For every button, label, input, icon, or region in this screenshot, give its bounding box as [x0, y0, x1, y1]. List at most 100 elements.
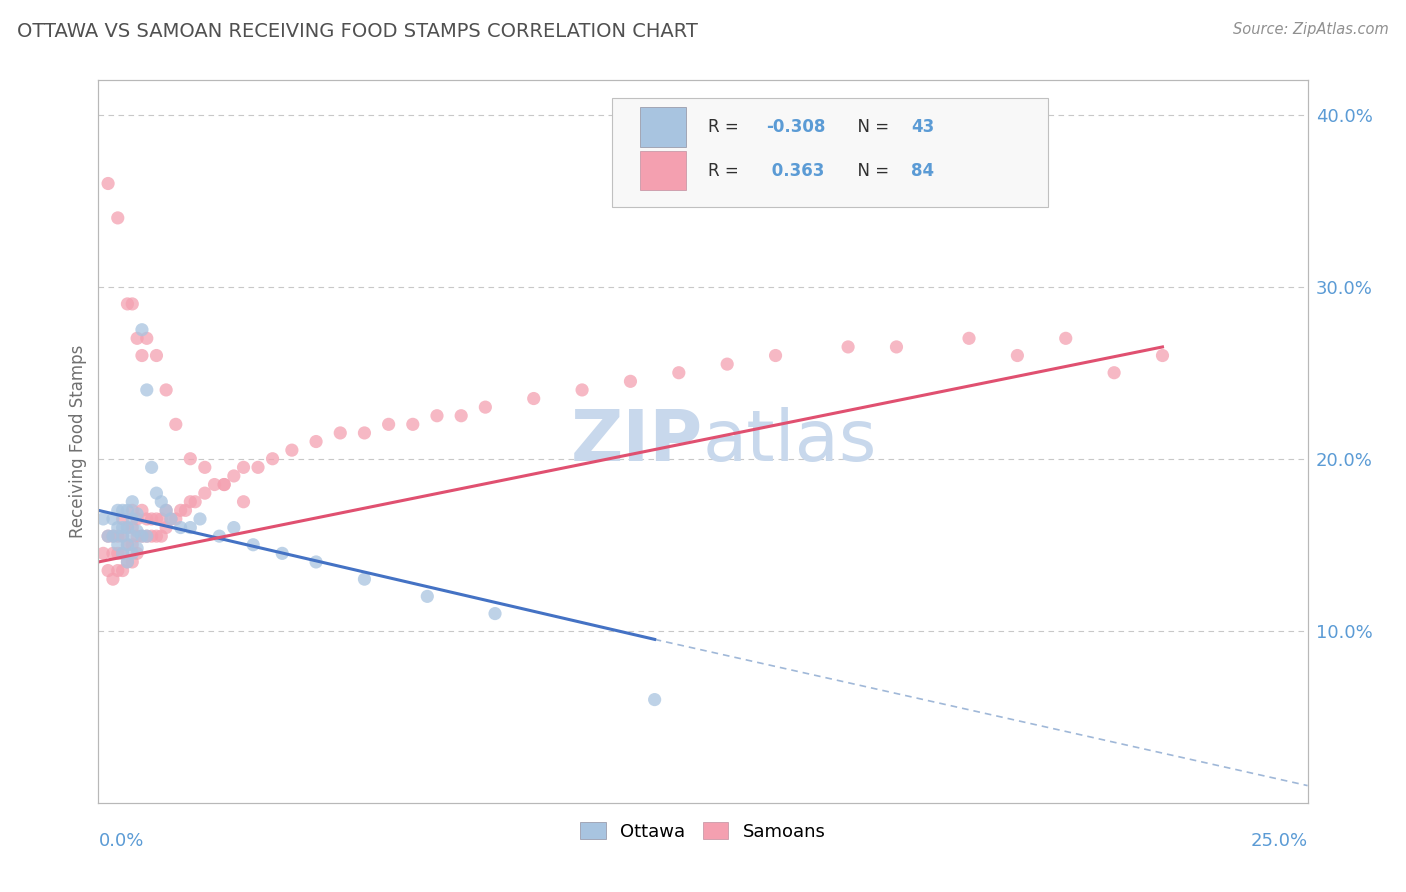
Point: [271, 546, 294, 560]
Point: [160, 512, 183, 526]
Point: [111, 546, 134, 560]
FancyBboxPatch shape: [640, 107, 686, 147]
Text: Source: ZipAtlas.com: Source: ZipAtlas.com: [1233, 22, 1389, 37]
Point: [450, 409, 472, 423]
Point: [145, 529, 167, 543]
Point: [155, 503, 177, 517]
Point: [121, 529, 143, 543]
Point: [232, 460, 254, 475]
Point: [1007, 349, 1029, 363]
Point: [619, 375, 641, 389]
Point: [141, 529, 163, 543]
Point: [117, 555, 139, 569]
Point: [305, 555, 328, 569]
Text: 0.363: 0.363: [766, 161, 824, 179]
Y-axis label: Receiving Food Stamps: Receiving Food Stamps: [69, 345, 87, 538]
Point: [426, 409, 449, 423]
Text: N =: N =: [846, 119, 894, 136]
Text: OTTAWA VS SAMOAN RECEIVING FOOD STAMPS CORRELATION CHART: OTTAWA VS SAMOAN RECEIVING FOOD STAMPS C…: [17, 22, 697, 41]
Point: [117, 297, 139, 311]
Point: [131, 349, 153, 363]
Point: [194, 460, 217, 475]
Point: [150, 529, 173, 543]
Point: [117, 520, 139, 534]
Point: [127, 541, 149, 556]
Point: [1152, 349, 1174, 363]
Legend: Ottawa, Samoans: Ottawa, Samoans: [574, 814, 832, 848]
Point: [232, 494, 254, 508]
Point: [121, 494, 143, 508]
Point: [111, 564, 134, 578]
Point: [474, 400, 496, 414]
Point: [416, 590, 439, 604]
Point: [150, 494, 173, 508]
Point: [150, 512, 173, 526]
Point: [111, 546, 134, 560]
Point: [165, 417, 187, 432]
Point: [91, 546, 114, 560]
Point: [1054, 331, 1077, 345]
Point: [242, 538, 264, 552]
Point: [523, 392, 546, 406]
Text: 25.0%: 25.0%: [1250, 831, 1308, 850]
Text: ZIP: ZIP: [571, 407, 703, 476]
Point: [222, 469, 245, 483]
Point: [107, 529, 129, 543]
Point: [107, 538, 129, 552]
Point: [644, 692, 666, 706]
Point: [101, 546, 124, 560]
Point: [111, 520, 134, 534]
Text: N =: N =: [846, 161, 894, 179]
Point: [145, 349, 167, 363]
Point: [141, 460, 163, 475]
Point: [111, 512, 134, 526]
Point: [97, 177, 120, 191]
Point: [117, 538, 139, 552]
Point: [107, 211, 129, 225]
Point: [222, 520, 245, 534]
Point: [1102, 366, 1125, 380]
Point: [135, 383, 157, 397]
Point: [212, 477, 235, 491]
Point: [107, 546, 129, 560]
Point: [184, 494, 207, 508]
Point: [155, 383, 177, 397]
Point: [160, 512, 183, 526]
Point: [204, 477, 226, 491]
Point: [135, 529, 157, 543]
Point: [117, 538, 139, 552]
Point: [179, 520, 201, 534]
Point: [329, 425, 352, 440]
Point: [353, 425, 375, 440]
Point: [97, 529, 120, 543]
Point: [402, 417, 425, 432]
Point: [247, 460, 270, 475]
Point: [165, 512, 187, 526]
Point: [111, 529, 134, 543]
Point: [135, 529, 157, 543]
Point: [121, 503, 143, 517]
Point: [208, 529, 231, 543]
Point: [117, 555, 139, 569]
Point: [484, 607, 506, 621]
Text: R =: R =: [707, 119, 744, 136]
Point: [957, 331, 980, 345]
Point: [117, 503, 139, 517]
Point: [127, 524, 149, 538]
Point: [155, 503, 177, 517]
Point: [716, 357, 738, 371]
Point: [135, 512, 157, 526]
Point: [131, 323, 153, 337]
Point: [179, 451, 201, 466]
Point: [281, 443, 304, 458]
Point: [174, 503, 197, 517]
Point: [121, 538, 143, 552]
Point: [127, 512, 149, 526]
Point: [305, 434, 328, 449]
Point: [212, 477, 235, 491]
Point: [353, 572, 375, 586]
Point: [121, 520, 143, 534]
Point: [131, 529, 153, 543]
Point: [107, 564, 129, 578]
Point: [131, 529, 153, 543]
